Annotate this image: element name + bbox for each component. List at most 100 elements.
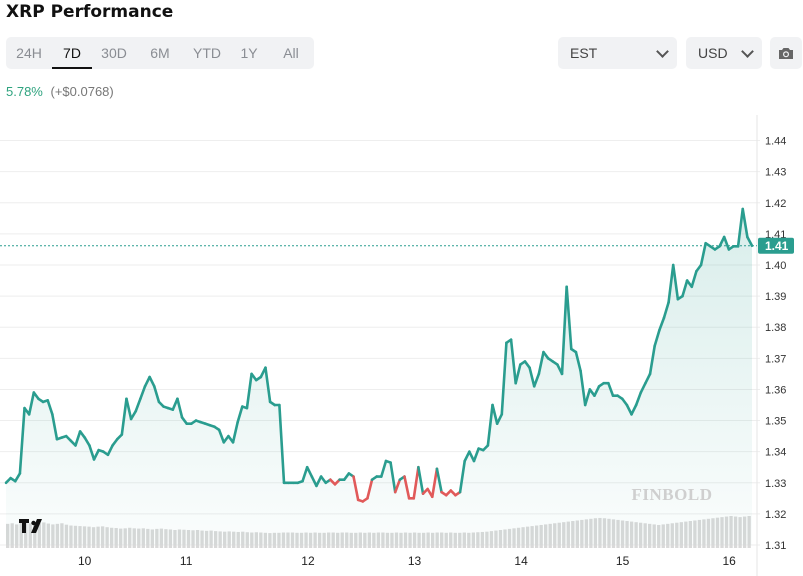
price-segment xyxy=(532,372,541,388)
page-title: XRP Performance xyxy=(6,2,174,22)
price-segment xyxy=(639,381,647,394)
price-segment xyxy=(46,399,54,416)
range-1y[interactable]: 1Y xyxy=(240,45,258,61)
price-segment xyxy=(417,465,425,495)
range-6m[interactable]: 6M xyxy=(150,45,170,61)
price-segment xyxy=(412,465,420,500)
price-segment xyxy=(51,413,59,441)
price-segment xyxy=(491,403,499,425)
y-tick-label: 1.43 xyxy=(765,167,786,179)
price-segment xyxy=(560,285,568,376)
price-segment xyxy=(245,372,253,410)
price-segment xyxy=(486,403,494,447)
y-tick-label: 1.32 xyxy=(765,509,786,521)
price-segment xyxy=(514,363,522,385)
price-segment xyxy=(129,409,138,421)
price-segment xyxy=(662,301,670,320)
price-segment xyxy=(143,375,151,388)
price-area xyxy=(6,209,752,545)
price-segment xyxy=(301,465,309,483)
price-segment xyxy=(236,405,244,424)
absolute-change: (+$0.0768) xyxy=(50,84,114,99)
price-segment xyxy=(625,403,633,416)
y-tick-label: 1.37 xyxy=(765,353,786,365)
price-segment xyxy=(152,385,161,404)
price-segment xyxy=(574,350,582,373)
y-tick-label: 1.39 xyxy=(765,291,786,303)
tradingview-logo xyxy=(19,519,42,533)
price-segment xyxy=(435,467,443,494)
price-segment xyxy=(458,459,467,494)
price-segment xyxy=(537,350,545,376)
price-segment xyxy=(644,372,652,385)
screenshot-button[interactable] xyxy=(770,37,802,69)
price-segment xyxy=(658,316,666,332)
price-segment xyxy=(120,397,128,436)
price-segment xyxy=(74,430,82,447)
price-segment xyxy=(630,403,638,416)
y-tick-label: 1.35 xyxy=(765,416,786,428)
x-tick-label: 12 xyxy=(301,554,315,568)
price-segment xyxy=(305,465,314,478)
y-tick-label: 1.34 xyxy=(765,447,786,459)
currency-select[interactable]: USD xyxy=(686,37,762,69)
price-segment xyxy=(634,391,643,407)
last-price-label: 1.41 xyxy=(765,239,789,253)
price-segment xyxy=(509,338,517,385)
price-segment xyxy=(13,472,22,483)
price-segment xyxy=(231,420,239,444)
price-segment xyxy=(593,385,601,397)
price-segment xyxy=(495,413,504,425)
price-segment xyxy=(463,450,471,463)
price-segment xyxy=(472,447,480,463)
range-ytd[interactable]: YTD xyxy=(193,45,221,61)
price-segment xyxy=(92,448,100,461)
price-segment xyxy=(653,329,661,348)
range-7d[interactable]: 7D xyxy=(52,37,92,69)
price-segment xyxy=(690,269,698,289)
price-line xyxy=(4,207,754,503)
range-30d[interactable]: 30D xyxy=(101,45,127,61)
price-segment xyxy=(217,428,226,444)
price-segment xyxy=(579,369,587,407)
price-segment xyxy=(380,459,388,478)
y-tick-label: 1.42 xyxy=(765,198,786,210)
price-segment xyxy=(352,475,360,502)
price-segment xyxy=(681,279,689,298)
price-segment xyxy=(176,397,184,419)
range-all[interactable]: All xyxy=(283,45,299,61)
price-segment xyxy=(139,385,147,401)
camera-icon xyxy=(779,48,793,59)
price-segment xyxy=(648,344,656,376)
price-segment xyxy=(125,397,133,421)
x-tick-label: 16 xyxy=(722,554,736,568)
price-segment xyxy=(607,381,615,397)
last-price-badge-bg xyxy=(758,237,794,254)
timezone-select[interactable]: EST xyxy=(558,37,677,69)
price-segment xyxy=(315,475,323,488)
price-segment xyxy=(310,475,318,488)
price-segment xyxy=(27,391,36,416)
y-tick-label: 1.36 xyxy=(765,384,786,396)
x-axis: 10 11 12 13 14 15 16 xyxy=(78,554,736,568)
percent-change: 5.78% xyxy=(6,84,43,99)
price-segment xyxy=(389,461,397,494)
price-segment xyxy=(699,241,707,267)
x-tick-label: 15 xyxy=(616,554,630,568)
x-tick-label: 10 xyxy=(78,554,92,568)
y-tick-label: 1.44 xyxy=(765,136,786,148)
price-segment xyxy=(746,235,754,248)
price-segment xyxy=(264,366,272,404)
price-segment xyxy=(18,406,26,475)
y-tick-label: 1.33 xyxy=(765,478,786,490)
x-tick-label: 14 xyxy=(514,554,528,568)
y-axis: 1.31 1.32 1.33 1.34 1.35 1.36 1.37 1.38 1.39 1.40… xyxy=(765,136,786,552)
range-24h[interactable]: 24H xyxy=(16,45,42,61)
price-segment xyxy=(736,207,745,248)
price-segment xyxy=(667,263,675,304)
price-segment xyxy=(393,478,402,494)
finbold-watermark: FINBOLD xyxy=(632,485,713,504)
price-segment xyxy=(722,235,731,251)
performance-change: 5.78% (+$0.0768) xyxy=(6,84,114,99)
